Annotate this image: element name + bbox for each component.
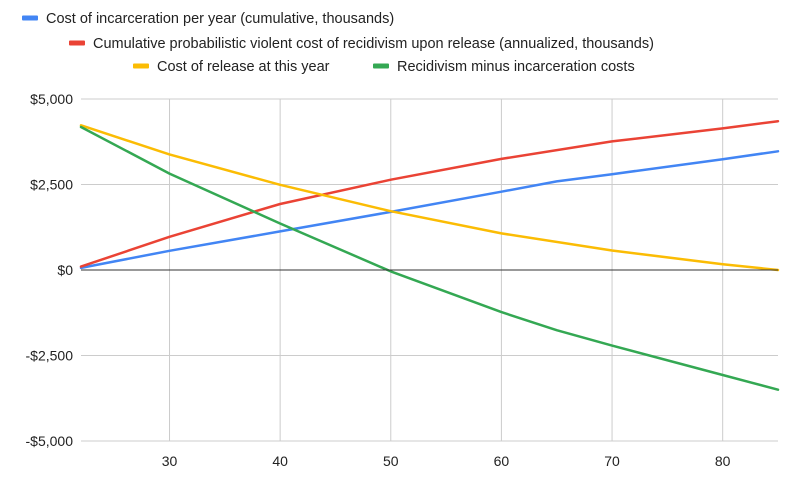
x-tick-label: 50 <box>383 453 399 469</box>
legend-label-incarceration: Cost of incarceration per year (cumulati… <box>46 11 394 27</box>
y-tick-label: $2,500 <box>30 177 73 193</box>
y-tick-label: $5,000 <box>30 91 73 107</box>
y-tick-label: $0 <box>57 262 73 278</box>
legend-swatch-release <box>133 63 149 69</box>
series-line-recidivism <box>79 119 780 268</box>
series-line-difference <box>79 125 780 391</box>
x-tick-label: 30 <box>162 453 178 469</box>
legend-swatch-incarceration <box>22 15 38 21</box>
y-tick-label: -$5,000 <box>26 433 74 449</box>
legend-swatch-difference <box>373 63 389 69</box>
series-lines <box>79 119 780 391</box>
legend-label-difference: Recidivism minus incarceration costs <box>397 59 635 75</box>
series-line-release <box>79 124 780 272</box>
legend: Cost of incarceration per year (cumulati… <box>22 11 654 75</box>
series-line-incarceration <box>79 150 780 270</box>
y-tick-label: -$2,500 <box>26 348 74 364</box>
x-tick-label: 40 <box>272 453 288 469</box>
x-tick-label: 60 <box>494 453 510 469</box>
x-tick-label: 70 <box>604 453 620 469</box>
axes: $5,000 $2,500 $0 -$2,500 -$5,000 30 40 50 60 70 80 <box>26 91 778 469</box>
legend-label-release: Cost of release at this year <box>157 59 330 75</box>
legend-swatch-recidivism <box>69 40 85 46</box>
x-tick-label: 80 <box>715 453 731 469</box>
legend-label-recidivism: Cumulative probabilistic violent cost of… <box>93 36 654 52</box>
